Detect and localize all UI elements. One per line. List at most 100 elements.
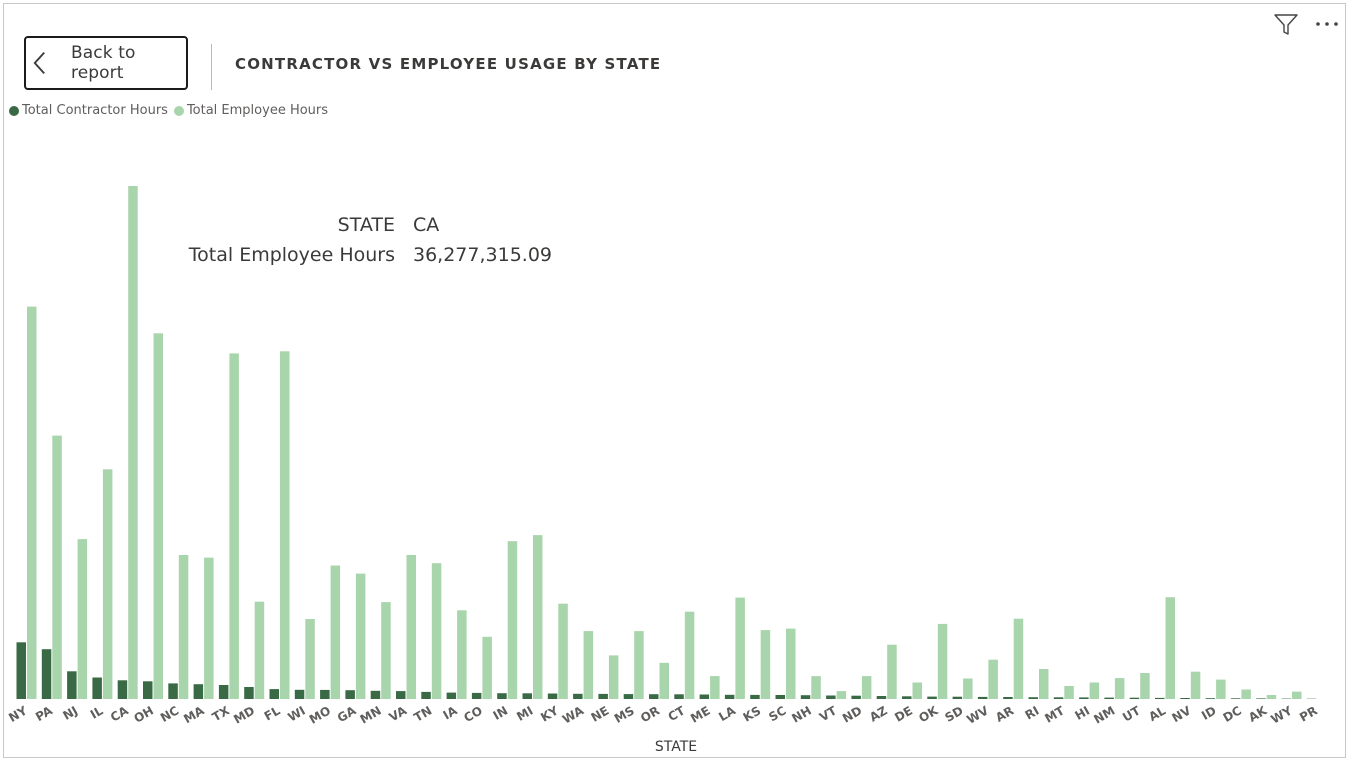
bar-employee-dc[interactable] [1241,689,1251,700]
bar-contractor-ak[interactable] [1256,698,1266,699]
bar-employee-mt[interactable] [1064,686,1074,699]
bar-contractor-de[interactable] [902,696,912,699]
bar-employee-az[interactable] [887,644,897,699]
bar-employee-vt[interactable] [836,691,847,699]
bar-employee-la[interactable] [735,597,745,699]
bar-contractor-in[interactable] [497,693,507,699]
bar-contractor-ar[interactable] [1003,697,1013,699]
bar-contractor-sd[interactable] [952,696,963,699]
bar-contractor-ms[interactable] [623,694,634,699]
bar-contractor-nj[interactable] [67,671,77,699]
bar-employee-ia[interactable] [457,610,467,699]
bar-contractor-wv[interactable] [977,696,988,699]
bar-employee-ks[interactable] [760,630,771,699]
bar-employee-mi[interactable] [533,535,543,699]
legend-item-employee[interactable]: Total Employee Hours [173,103,328,118]
bar-employee-co[interactable] [482,636,492,699]
bar-contractor-ri[interactable] [1028,697,1039,699]
bar-employee-va[interactable] [406,555,417,699]
bar-contractor-ia[interactable] [446,692,457,699]
bar-employee-mn[interactable] [381,602,391,699]
bar-contractor-tx[interactable] [218,685,229,699]
bar-employee-nh[interactable] [811,676,821,699]
bar-contractor-id[interactable] [1205,698,1216,699]
bar-contractor-nd[interactable] [851,695,861,699]
bar-contractor-hi[interactable] [1079,697,1089,699]
bar-employee-pa[interactable] [52,435,62,699]
bar-employee-wy[interactable] [1292,691,1302,699]
bar-contractor-mo[interactable] [320,689,330,699]
bar-employee-wi[interactable] [305,619,315,699]
bar-employee-tx[interactable] [229,353,239,699]
more-options-icon[interactable] [1314,14,1340,34]
bar-contractor-tn[interactable] [421,691,431,699]
bar-employee-id[interactable] [1216,679,1226,699]
bar-contractor-nv[interactable] [1180,698,1190,699]
bar-contractor-ga[interactable] [345,690,355,699]
bar-employee-ms[interactable] [634,631,644,699]
bar-employee-ok[interactable] [937,623,948,699]
bar-contractor-va[interactable] [396,691,406,699]
bar-employee-ri[interactable] [1039,669,1049,699]
bar-contractor-me[interactable] [699,694,710,700]
bar-employee-tn[interactable] [431,563,442,699]
bar-contractor-ny[interactable] [16,642,27,699]
bar-contractor-al[interactable] [1155,697,1165,699]
bar-employee-nv[interactable] [1190,671,1201,699]
bar-contractor-mt[interactable] [1053,697,1064,699]
bar-contractor-wa[interactable] [573,693,583,699]
bar-employee-ar[interactable] [1013,618,1024,699]
bar-employee-nd[interactable] [861,676,872,699]
bar-employee-ct[interactable] [684,611,695,699]
bar-employee-nc[interactable] [178,555,189,699]
bar-contractor-ct[interactable] [674,694,684,699]
bar-contractor-la[interactable] [724,694,735,699]
bar-employee-al[interactable] [1165,597,1176,699]
bar-contractor-nh[interactable] [800,695,811,699]
bar-employee-in[interactable] [507,541,518,699]
bar-employee-ny[interactable] [27,306,37,699]
bar-contractor-az[interactable] [876,696,887,699]
bar-employee-ga[interactable] [355,573,366,699]
bar-contractor-wi[interactable] [294,689,305,699]
bar-contractor-nc[interactable] [168,683,178,699]
bar-employee-fl[interactable] [280,351,290,699]
bar-employee-sd[interactable] [963,678,973,700]
bar-contractor-oh[interactable] [143,681,153,699]
bar-employee-sc[interactable] [786,628,796,699]
bar-employee-me[interactable] [710,676,720,699]
bar-contractor-vt[interactable] [826,695,836,700]
bar-employee-nj[interactable] [77,539,88,699]
bar-contractor-dc[interactable] [1230,698,1241,699]
bar-employee-mo[interactable] [330,565,341,700]
bar-contractor-il[interactable] [92,677,102,700]
bar-contractor-ut[interactable] [1129,697,1140,699]
bar-employee-oh[interactable] [153,333,164,699]
bar-contractor-ca[interactable] [117,680,128,699]
bar-employee-md[interactable] [254,601,265,699]
bar-contractor-mi[interactable] [522,693,533,699]
bar-contractor-ky[interactable] [547,693,558,700]
bar-contractor-sc[interactable] [775,695,786,699]
bar-employee-de[interactable] [912,682,923,700]
bar-employee-or[interactable] [659,662,670,699]
bar-employee-hi[interactable] [1089,682,1100,700]
back-to-report-button[interactable]: Back to report [24,36,188,90]
filter-icon[interactable] [1274,14,1298,36]
bar-employee-wv[interactable] [988,659,998,699]
bar-employee-ma[interactable] [204,557,214,699]
bar-employee-ne[interactable] [608,655,619,699]
bar-employee-nm[interactable] [1114,678,1125,699]
bar-contractor-fl[interactable] [269,689,280,699]
bar-employee-ca[interactable] [128,186,138,699]
bar-contractor-ne[interactable] [598,693,608,699]
bar-contractor-mn[interactable] [370,690,381,699]
bar-contractor-ks[interactable] [750,694,760,699]
bar-employee-wa[interactable] [583,631,594,699]
bar-employee-il[interactable] [102,469,113,699]
bar-employee-ky[interactable] [558,603,568,699]
bar-contractor-ok[interactable] [927,696,937,699]
bar-contractor-md[interactable] [244,687,254,699]
bar-contractor-pa[interactable] [41,649,52,699]
bar-contractor-nm[interactable] [1104,697,1114,699]
